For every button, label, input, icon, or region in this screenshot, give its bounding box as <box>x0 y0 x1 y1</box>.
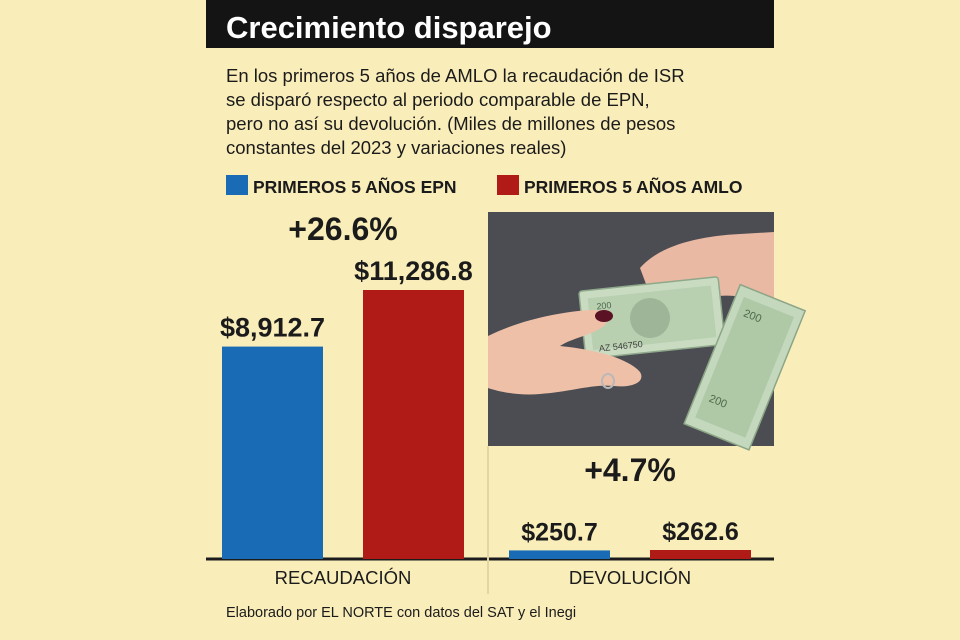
legend-label-amlo: PRIMEROS 5 AÑOS AMLO <box>524 176 742 197</box>
growth-label-recaudacion: +26.6% <box>288 211 397 247</box>
bars <box>222 290 751 559</box>
source-note: Elaborado por EL NORTE con datos del SAT… <box>226 605 576 621</box>
subtitle-line-4: constantes del 2023 y variaciones reales… <box>226 137 566 158</box>
legend-swatch-epn <box>226 175 248 195</box>
subtitle-line-3: pero no así su devolución. (Miles de mil… <box>226 113 675 134</box>
growth-labels: +26.6% +4.7% <box>288 211 676 488</box>
bar-devolucion-amlo <box>650 550 751 559</box>
data-label-recaudacion-amlo: $11,286.8 <box>354 256 473 286</box>
subtitle-line-2: se disparó respecto al periodo comparabl… <box>226 89 650 110</box>
bar-recaudacion-epn <box>222 346 323 559</box>
data-label-recaudacion-epn: $8,912.7 <box>220 313 325 343</box>
category-label-recaudacion: RECAUDACIÓN <box>275 567 412 588</box>
legend: PRIMEROS 5 AÑOS EPN PRIMEROS 5 AÑOS AMLO <box>226 175 742 197</box>
category-label-devolucion: DEVOLUCIÓN <box>569 567 691 588</box>
title-bar <box>206 0 774 48</box>
bar-devolucion-epn <box>509 550 610 559</box>
photo-hands-money-icon: 200 AZ 546750 200 200 <box>488 212 807 451</box>
data-labels: $8,912.7 $11,286.8 $250.7 $262.6 <box>220 256 739 546</box>
chart-subtitle: En los primeros 5 años de AMLO la recaud… <box>226 65 690 158</box>
svg-text:200: 200 <box>596 300 612 312</box>
growth-label-devolucion: +4.7% <box>584 452 676 488</box>
data-label-devolucion-epn: $250.7 <box>521 518 597 546</box>
legend-swatch-amlo <box>497 175 519 195</box>
subtitle-line-1: En los primeros 5 años de AMLO la recaud… <box>226 65 685 86</box>
legend-label-epn: PRIMEROS 5 AÑOS EPN <box>253 176 457 197</box>
data-label-devolucion-amlo: $262.6 <box>662 518 738 546</box>
svg-text:AZ 546750: AZ 546750 <box>598 339 643 354</box>
bar-recaudacion-amlo <box>363 290 464 559</box>
chart-title: Crecimiento disparejo <box>226 10 552 45</box>
